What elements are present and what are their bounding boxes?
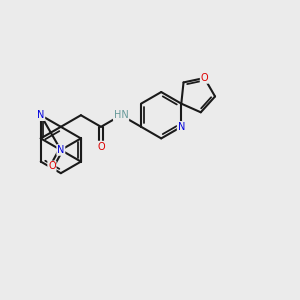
Text: N: N	[37, 110, 44, 120]
Text: N: N	[178, 122, 185, 132]
Text: O: O	[48, 161, 56, 171]
Text: O: O	[97, 142, 105, 152]
Text: N: N	[57, 145, 64, 155]
Text: HN: HN	[114, 110, 128, 120]
Text: O: O	[201, 73, 208, 83]
